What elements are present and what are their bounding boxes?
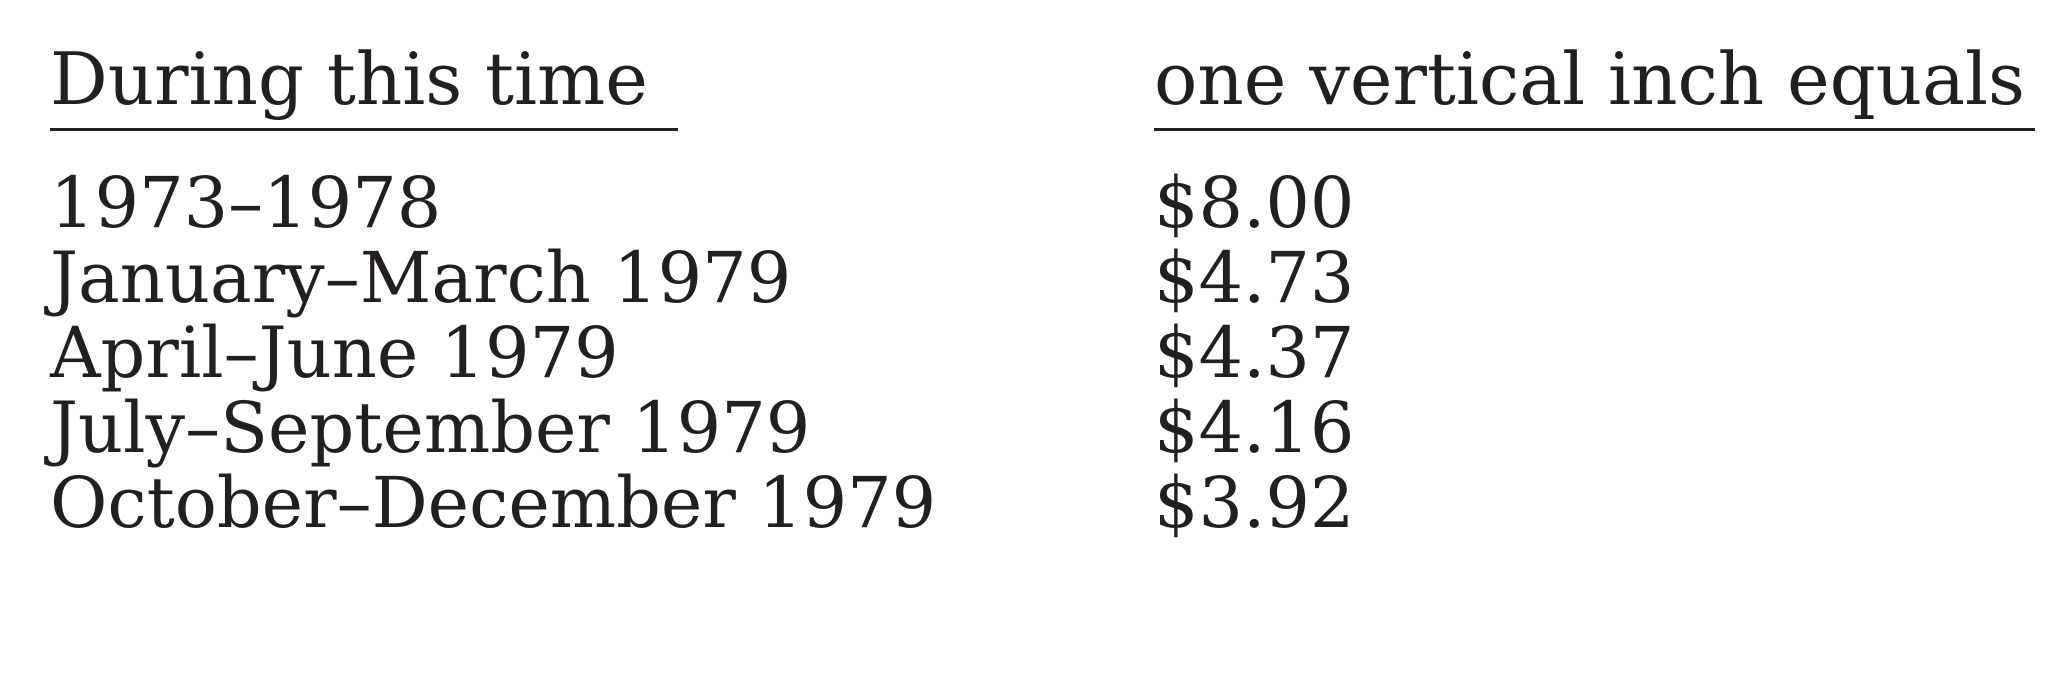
row-value: $3.92 bbox=[1154, 462, 1355, 544]
table-row: January–March 1979 $4.73 bbox=[50, 241, 2035, 316]
conversion-table: During this time one vertical inch equal… bbox=[50, 38, 2035, 541]
row-value: $8.00 bbox=[1154, 162, 1355, 244]
table-row: October–December 1979 $3.92 bbox=[50, 466, 2035, 541]
table-row: 1973–1978 $8.00 bbox=[50, 166, 2035, 241]
header-period: During this time bbox=[50, 38, 678, 131]
table-body: 1973–1978 $8.00 January–March 1979 $4.73… bbox=[50, 166, 2035, 541]
row-period: July–September 1979 bbox=[50, 387, 811, 469]
row-value: $4.16 bbox=[1154, 387, 1355, 469]
header-value: one vertical inch equals bbox=[1154, 38, 2035, 131]
row-period: January–March 1979 bbox=[50, 237, 792, 319]
table-row: July–September 1979 $4.16 bbox=[50, 391, 2035, 466]
row-period: 1973–1978 bbox=[50, 162, 442, 244]
row-value: $4.73 bbox=[1154, 237, 1355, 319]
table-header-row: During this time one vertical inch equal… bbox=[50, 38, 2035, 140]
row-value: $4.37 bbox=[1154, 312, 1355, 394]
row-period: October–December 1979 bbox=[50, 462, 937, 544]
row-period: April–June 1979 bbox=[50, 312, 619, 394]
table-row: April–June 1979 $4.37 bbox=[50, 316, 2035, 391]
